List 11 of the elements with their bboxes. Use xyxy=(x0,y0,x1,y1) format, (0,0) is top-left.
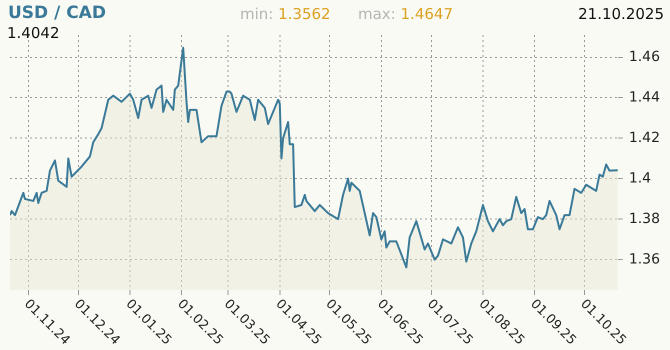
y-tick-label: 1.38 xyxy=(628,210,660,227)
y-tick-label: 1.44 xyxy=(628,89,660,106)
text: 21.10.2025 xyxy=(578,5,664,23)
y-tick-label: 1.42 xyxy=(628,130,660,146)
y-tick-label: 1.36 xyxy=(628,251,660,268)
annotation: 1.4042 xyxy=(7,24,60,42)
text: min: 1.3562 xyxy=(240,5,331,23)
y-tick-label: 1.46 xyxy=(628,48,660,65)
y-tick-label: 1.4 xyxy=(628,170,652,186)
text: max: 1.4647 xyxy=(358,5,454,23)
chart-title: USD / CAD xyxy=(8,3,106,23)
